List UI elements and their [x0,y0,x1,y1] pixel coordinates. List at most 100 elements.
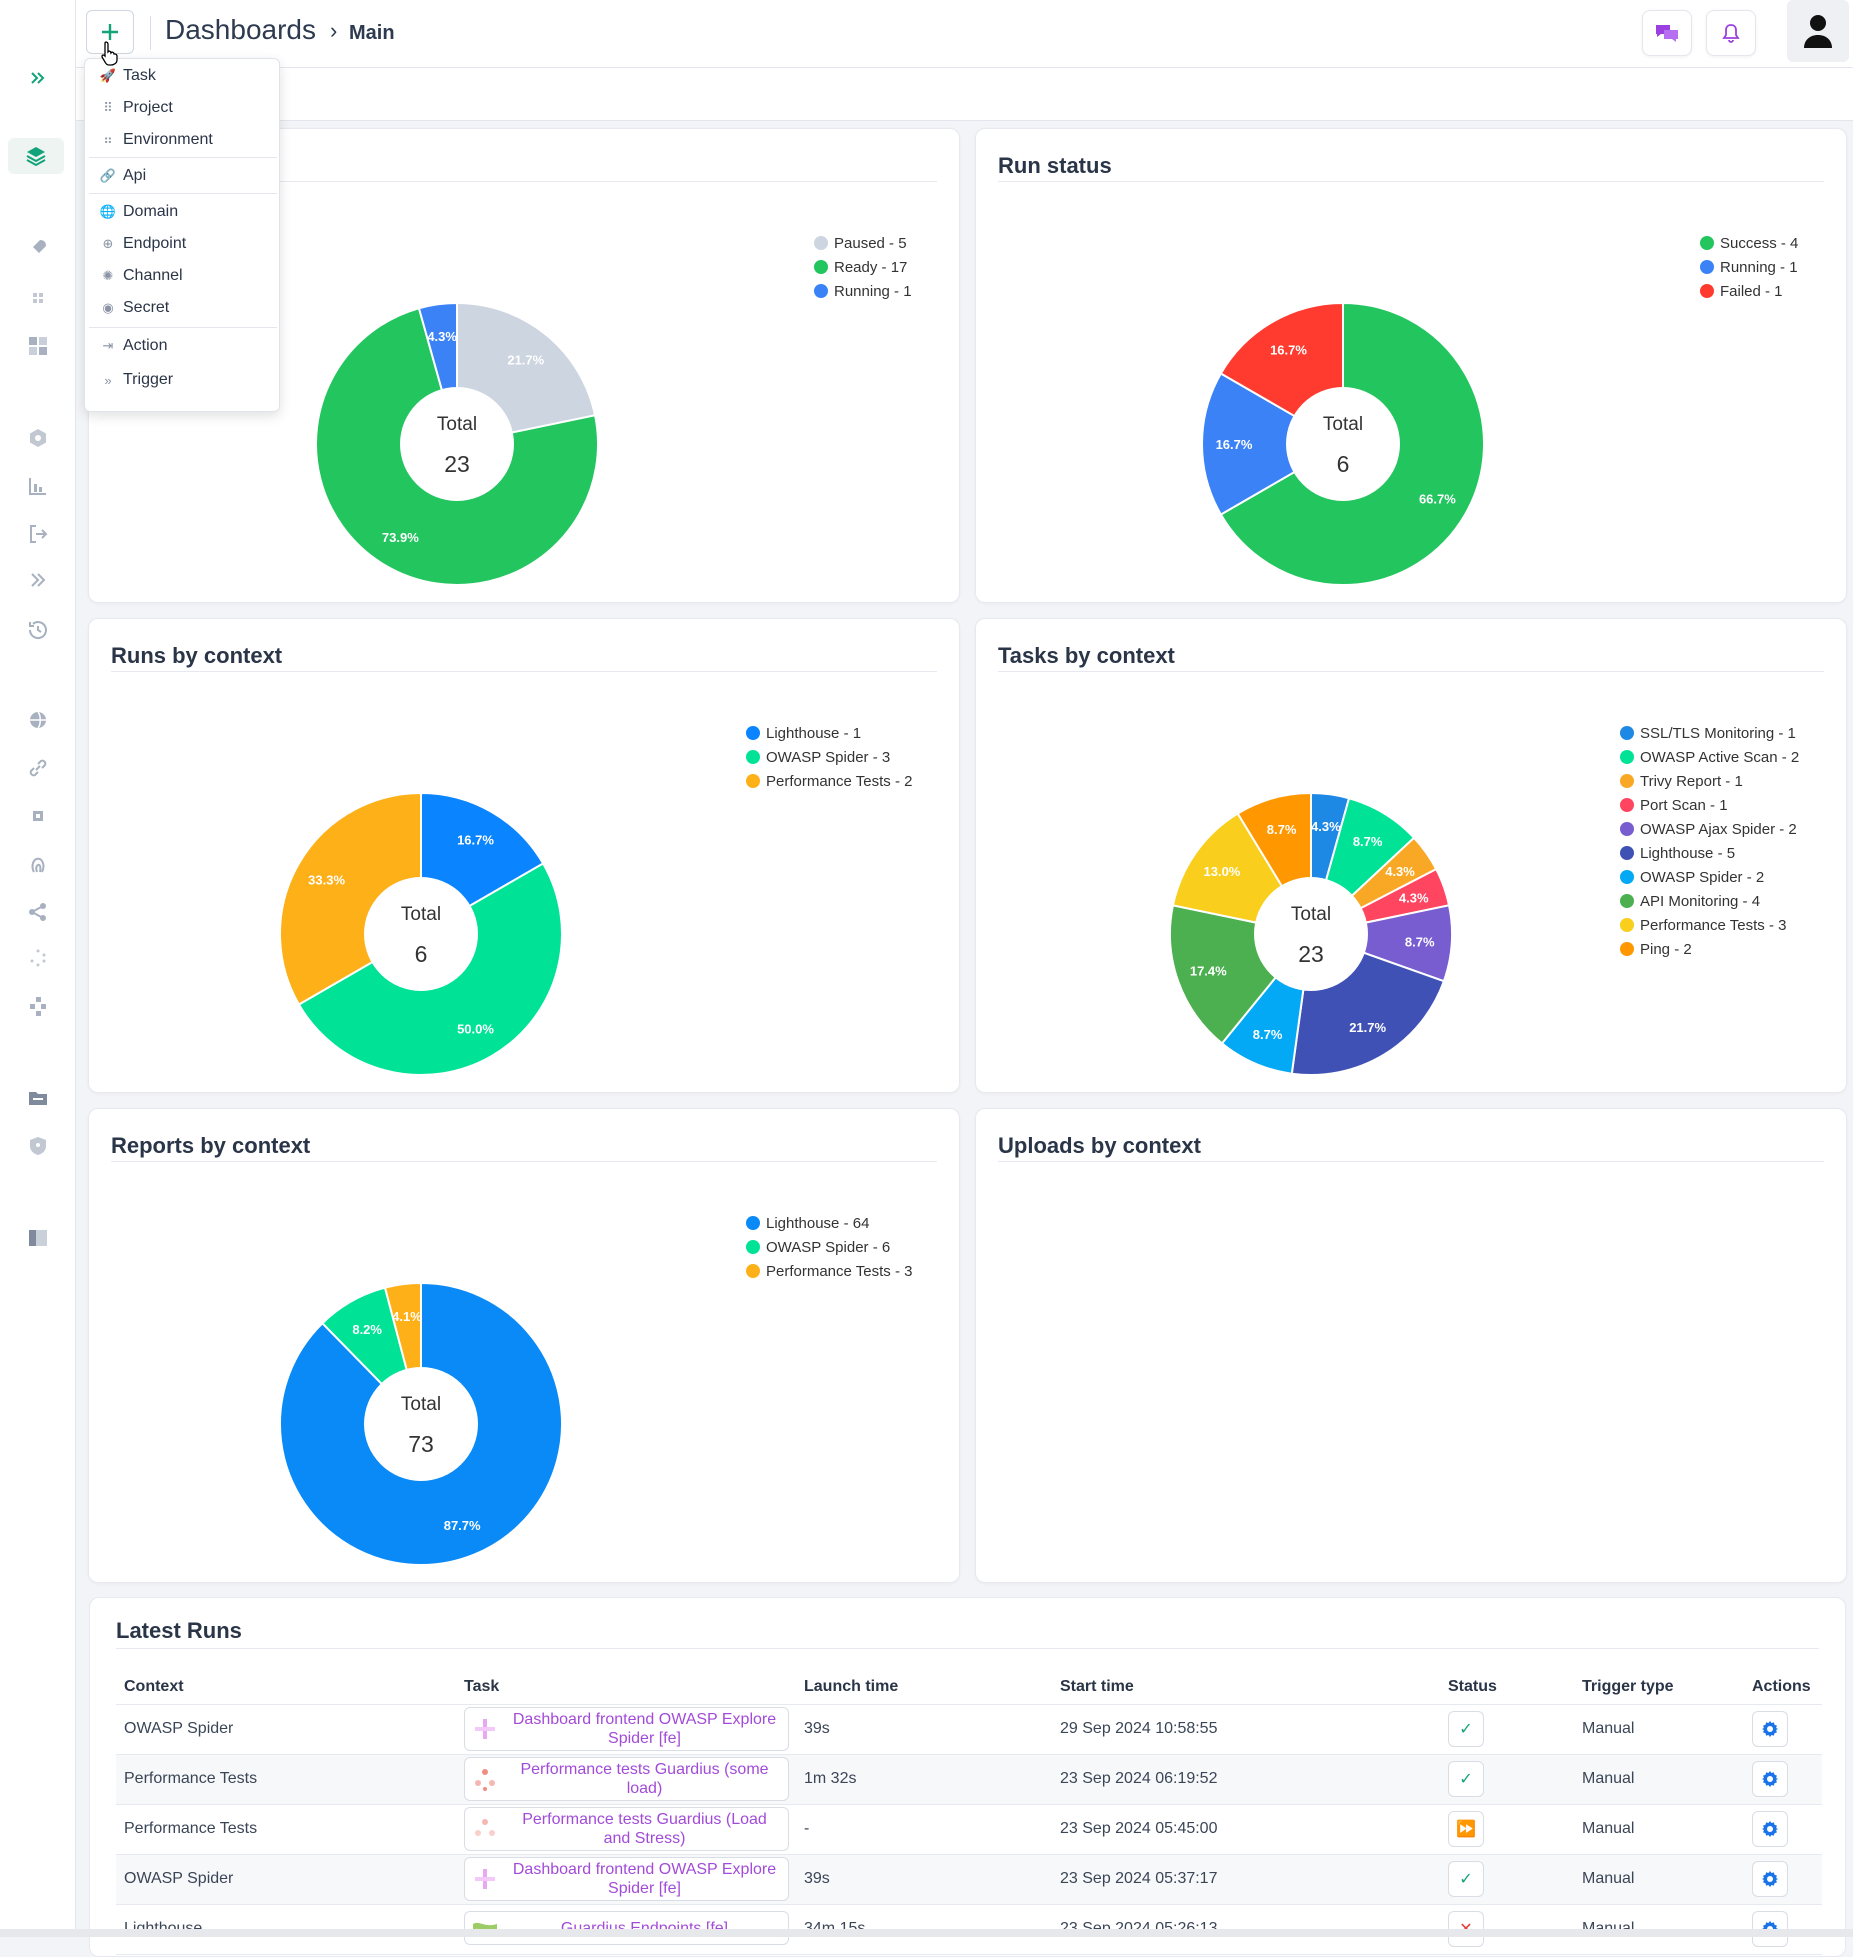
exit-icon[interactable] [0,516,76,552]
task-link[interactable]: Dashboard frontend OWASP Explore Spider … [464,1857,789,1901]
legend-marker [1620,870,1634,884]
legend-item[interactable]: OWASP Active Scan - 2 [1620,745,1799,769]
donut-hole [1286,387,1400,501]
share-icon[interactable] [0,894,76,930]
globe-icon[interactable] [0,702,76,738]
task-thumbnail-icon [475,1769,495,1791]
gear-icon [1762,1821,1778,1837]
dashboards-layers-icon[interactable] [8,138,64,174]
hexagon-icon[interactable] [0,420,76,456]
horizontal-scrollbar[interactable] [0,1929,1853,1937]
dots-grid-icon: ⠶ [103,132,113,147]
card-divider [111,1161,937,1162]
grid-large-icon[interactable] [0,328,76,364]
fingerprint-icon[interactable] [0,846,76,882]
status-badge[interactable]: ✓ [1448,1861,1484,1897]
bar-chart-icon[interactable] [0,468,76,504]
menu-item-api[interactable]: 🔗 Api [85,161,281,191]
run-status-donut-chart: 66.7% 16.7% 16.7% Total 6 [1201,301,1485,586]
folder-icon[interactable] [0,1080,76,1116]
menu-item-channel[interactable]: ✺ Channel [85,261,281,291]
pie-slice-running[interactable] [1201,372,1346,516]
legend-item[interactable]: API Monitoring - 4 [1620,889,1799,913]
link-icon[interactable] [0,750,76,786]
legend-item[interactable]: Success - 4 [1700,231,1798,255]
chip-icon[interactable] [0,798,76,834]
legend-item[interactable]: Running - 1 [1700,255,1798,279]
legend-item[interactable]: Lighthouse - 5 [1620,841,1799,865]
legend-item[interactable]: Port Scan - 1 [1620,793,1799,817]
card-divider [998,1161,1824,1162]
slice-data-label: 13.0% [1204,864,1241,879]
column-header[interactable]: Context [116,1670,456,1705]
task-link-label: Dashboard frontend OWASP Explore Spider … [512,1711,777,1747]
bell-icon [1722,24,1740,43]
legend-item[interactable]: Performance Tests - 3 [746,1259,912,1283]
column-header[interactable]: Launch time [796,1670,1052,1705]
user-avatar[interactable] [1787,0,1849,62]
menu-item-domain[interactable]: 🌐 Domain [85,197,281,227]
legend-item[interactable]: Paused - 5 [814,231,912,255]
legend-marker [746,1264,760,1278]
grid-small-icon[interactable] [0,280,76,316]
legend-item[interactable]: Lighthouse - 1 [746,721,912,745]
user-icon [1804,15,1832,48]
legend-item[interactable]: Lighthouse - 64 [746,1211,912,1235]
menu-item-environment[interactable]: ⠶ Environment [85,125,281,155]
legend-marker [1620,822,1634,836]
legend-item[interactable]: Ready - 17 [814,255,912,279]
menu-item-task[interactable]: 🚀 Task [85,61,281,91]
menu-item-endpoint[interactable]: ⊕ Endpoint [85,229,281,259]
settings-button[interactable] [1752,1861,1788,1897]
menu-item-action[interactable]: ⇥ Action [85,331,281,361]
settings-button[interactable] [1752,1761,1788,1797]
notifications-button[interactable] [1706,10,1756,56]
chat-button[interactable] [1642,10,1692,56]
legend-item[interactable]: Failed - 1 [1700,279,1798,303]
task-link[interactable]: Performance tests Guardius (some load) [464,1757,789,1801]
breadcrumb-dashboards[interactable]: Dashboards [165,14,316,45]
settings-button[interactable] [1752,1711,1788,1747]
legend-item[interactable]: OWASP Spider - 3 [746,745,912,769]
task-status-legend: Paused - 5 Ready - 17 Running - 1 [814,231,912,303]
task-thumbnail-icon [475,1869,495,1889]
legend-item[interactable]: Trivy Report - 1 [1620,769,1799,793]
panel-toggle-icon[interactable] [0,1220,76,1256]
legend-item[interactable]: OWASP Ajax Spider - 2 [1620,817,1799,841]
legend-item[interactable]: Running - 1 [814,279,912,303]
legend-item[interactable]: OWASP Spider - 6 [746,1235,912,1259]
task-link[interactable]: Dashboard frontend OWASP Explore Spider … [464,1707,789,1751]
slice-data-label: 8.7% [1405,934,1435,949]
double-chevron-icon[interactable] [0,562,76,598]
task-link[interactable]: Guardius Endpoints [fe] [464,1911,789,1945]
column-header[interactable]: Status [1440,1670,1574,1705]
column-header[interactable]: Task [456,1670,796,1705]
nodes-icon[interactable] [0,988,76,1024]
rocket-icon[interactable] [0,230,76,266]
legend-item[interactable]: SSL/TLS Monitoring - 1 [1620,721,1799,745]
task-link[interactable]: Performance tests Guardius (Load and Str… [464,1807,789,1851]
status-badge[interactable]: ✓ [1448,1711,1484,1747]
legend-item[interactable]: OWASP Spider - 2 [1620,865,1799,889]
legend-item[interactable]: Performance Tests - 3 [1620,913,1799,937]
legend-marker [814,260,828,274]
legend-item[interactable]: Ping - 2 [1620,937,1799,961]
shield-icon[interactable] [0,1128,76,1164]
column-header[interactable]: Trigger type [1574,1670,1744,1705]
status-badge[interactable]: ✓ [1448,1761,1484,1797]
history-icon[interactable] [0,612,76,648]
legend-label: API Monitoring - 4 [1640,892,1761,910]
task-cell: Performance tests Guardius (Load and Str… [456,1804,796,1855]
expand-sidebar-icon[interactable] [0,60,76,96]
menu-item-project[interactable]: ⠿ Project [85,93,281,123]
menu-item-secret[interactable]: ◉ Secret [85,293,281,323]
legend-item[interactable]: Performance Tests - 2 [746,769,912,793]
loader-icon[interactable] [0,940,76,976]
column-header[interactable]: Start time [1052,1670,1440,1705]
slice-data-label: 87.7% [444,1518,481,1533]
legend-label: Lighthouse - 5 [1640,844,1736,862]
legend-marker [1700,284,1714,298]
menu-item-trigger[interactable]: » Trigger [85,365,281,395]
settings-button[interactable] [1752,1811,1788,1847]
status-badge[interactable]: ⏩ [1448,1811,1484,1847]
